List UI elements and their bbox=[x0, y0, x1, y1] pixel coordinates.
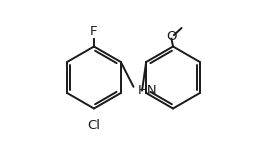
Text: F: F bbox=[90, 24, 98, 38]
Text: HN: HN bbox=[138, 84, 158, 97]
Text: O: O bbox=[166, 30, 177, 43]
Text: Cl: Cl bbox=[88, 119, 100, 132]
